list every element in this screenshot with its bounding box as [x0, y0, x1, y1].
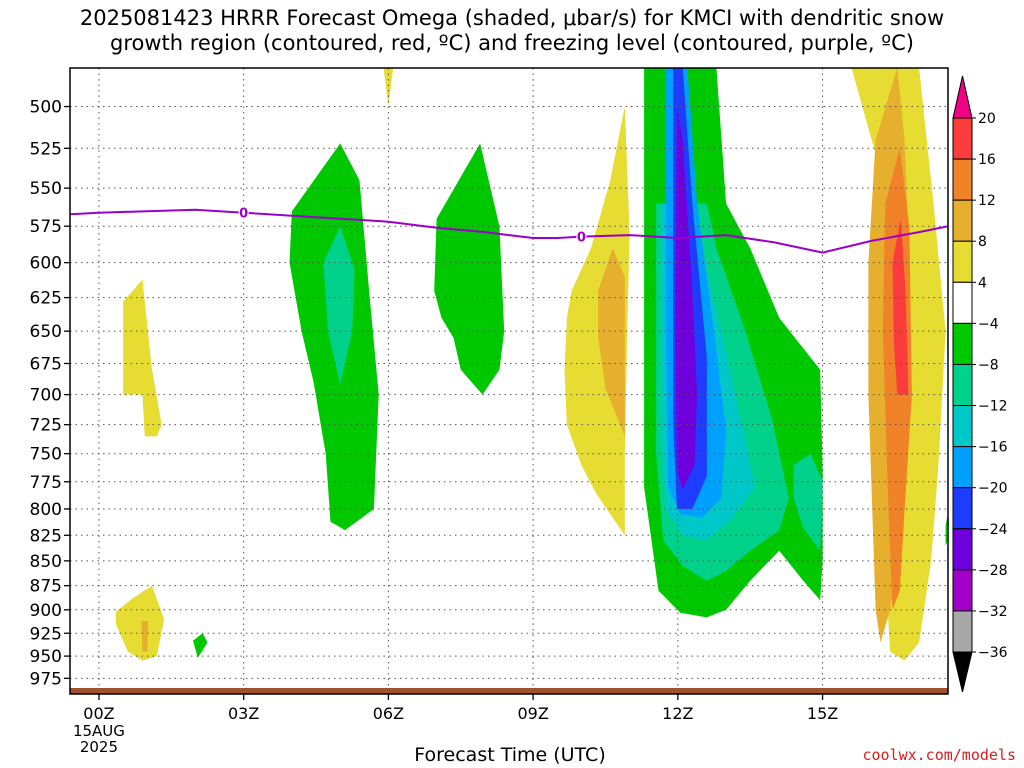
- colorbar-bin-8: [952, 322, 973, 365]
- omega-region-2: [141, 621, 149, 652]
- x-tick-sublabel-0: 15AUG: [73, 722, 125, 740]
- y-tick-label-850: 850: [30, 552, 62, 572]
- chart-title: 2025081423 HRRR Forecast Omega (shaded, …: [0, 6, 1024, 56]
- y-tick-label-550: 550: [30, 179, 62, 199]
- freezing-level-label-bg-1: [576, 229, 587, 244]
- y-tick-label-625: 625: [30, 289, 62, 309]
- colorbar-bin-3: [952, 528, 973, 571]
- colorbar-label-5: −4: [978, 316, 999, 332]
- x-tick-label-00Z: 00Z: [83, 704, 114, 723]
- freezing-level-contour: [70, 208, 948, 254]
- omega-region-7: [434, 143, 505, 395]
- y-tick-label-650: 650: [30, 322, 62, 342]
- omega-region-3: [193, 633, 208, 658]
- x-tick-sublabel-1: 2025: [80, 738, 118, 756]
- colorbar-label-2: 12: [978, 193, 996, 209]
- y-tick-label-950: 950: [30, 647, 62, 667]
- x-tick-label-15Z: 15Z: [807, 704, 838, 723]
- omega-region-0: [123, 279, 162, 437]
- colorbar-bin-1: [952, 610, 973, 653]
- y-tick-label-925: 925: [30, 624, 62, 644]
- x-tick-label-12Z: 12Z: [662, 704, 693, 723]
- colorbar-label-12: −32: [978, 604, 1008, 620]
- y-tick-label-975: 975: [30, 669, 62, 689]
- plot-frame: [69, 67, 949, 695]
- grid-lines: [70, 68, 948, 694]
- y-tick-label-825: 825: [30, 526, 62, 546]
- omega-region-1: [115, 585, 165, 661]
- y-tick-label-700: 700: [30, 386, 62, 406]
- colorbar-bin-5: [952, 446, 973, 489]
- colorbar-label-0: 20: [978, 111, 996, 127]
- colorbar-label-6: −8: [978, 357, 999, 373]
- omega-region-8: [564, 106, 630, 536]
- y-tick-label-775: 775: [30, 473, 62, 493]
- colorbar-label-4: 4: [978, 275, 987, 291]
- colorbar-top-triangle: [952, 75, 973, 119]
- colorbar-label-13: −36: [978, 645, 1008, 661]
- x-tick-label-03Z: 03Z: [228, 704, 259, 723]
- y-tick-label-900: 900: [30, 601, 62, 621]
- colorbar-bin-11: [952, 199, 973, 242]
- omega-region-12: [793, 453, 823, 551]
- chart-title-line-1: 2025081423 HRRR Forecast Omega (shaded, …: [79, 6, 945, 30]
- y-tick-label-675: 675: [30, 354, 62, 374]
- y-tick-label-750: 750: [30, 445, 62, 465]
- freezing-level-label-1: 0: [577, 231, 586, 246]
- x-axis-label: Forecast Time (UTC): [414, 744, 606, 766]
- colorbar-bin-4: [952, 487, 973, 530]
- colorbar-bin-6: [952, 405, 973, 448]
- chart-title-line-2: growth region (contoured, red, ºC) and f…: [110, 31, 914, 55]
- colorbar-label-9: −20: [978, 481, 1008, 497]
- colorbar-label-11: −28: [978, 563, 1008, 579]
- y-tick-label-600: 600: [30, 254, 62, 274]
- colorbar-label-3: 8: [978, 234, 987, 250]
- x-tick-label-06Z: 06Z: [373, 704, 404, 723]
- omega-region-6: [323, 226, 355, 385]
- colorbar-bin-10: [952, 240, 973, 283]
- colorbar-bin-2: [952, 569, 973, 612]
- site-credit: coolwx.com/models: [862, 746, 1016, 764]
- colorbar-label-10: −24: [978, 522, 1008, 538]
- colorbar-bin-13: [952, 117, 973, 160]
- x-tick-label-09Z: 09Z: [517, 704, 548, 723]
- colorbar-label-8: −16: [978, 440, 1008, 456]
- omega-region-4: [383, 68, 394, 107]
- y-tick-label-725: 725: [30, 416, 62, 436]
- freezing-level-label-0: 0: [239, 207, 248, 222]
- freezing-level-label-bg-0: [238, 205, 249, 220]
- colorbar-bottom-triangle: [952, 651, 973, 693]
- omega-colorbar: 20 16 12 8 4 −4 −8 −12 −16 −20 −24 −28 −32 −36: [952, 75, 1008, 693]
- y-tick-label-525: 525: [30, 139, 62, 159]
- colorbar-label-7: −12: [978, 399, 1008, 415]
- omega-region-9: [598, 248, 625, 437]
- colorbar-bin-7: [952, 363, 973, 407]
- y-tick-label-800: 800: [30, 500, 62, 520]
- colorbar-bin-9: [952, 281, 973, 324]
- y-tick-label-875: 875: [30, 577, 62, 597]
- ground-surface: [70, 688, 948, 694]
- omega-shading: [115, 68, 948, 661]
- y-tick-label-575: 575: [30, 217, 62, 237]
- colorbar-label-1: 16: [978, 152, 996, 168]
- y-tick-label-500: 500: [30, 98, 62, 118]
- colorbar-bin-12: [952, 158, 973, 201]
